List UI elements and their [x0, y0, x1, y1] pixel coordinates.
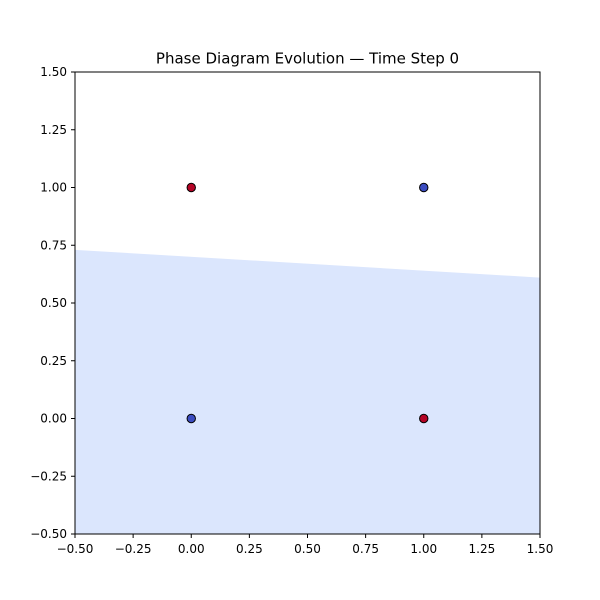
data-point-red — [419, 413, 429, 424]
y-axis: −0.50 −0.25 0.00 0.25 0.50 0.75 1.00 1.25 1.50 — [30, 65, 75, 541]
y-tick-label: −0.25 — [30, 469, 67, 483]
y-tick-label: 1.50 — [40, 65, 67, 79]
data-point-blue — [419, 182, 429, 193]
y-tick-label: 0.25 — [40, 354, 67, 368]
y-tick-label: −0.50 — [30, 527, 67, 541]
chart-title: Phase Diagram Evolution — Time Step 0 — [156, 50, 459, 68]
x-tick-label: 0.50 — [294, 542, 321, 556]
x-tick-label: 0.75 — [352, 542, 379, 556]
y-tick-label: 0.00 — [40, 412, 67, 426]
x-tick-label: 0.00 — [178, 542, 205, 556]
y-tick-label: 1.25 — [40, 123, 67, 137]
y-tick-label: 0.50 — [40, 296, 67, 310]
region-below — [75, 249, 540, 534]
x-tick-label: 1.50 — [527, 542, 554, 556]
data-point-red — [186, 182, 196, 193]
x-tick-label: −0.25 — [115, 542, 152, 556]
x-tick-label: 1.00 — [410, 542, 437, 556]
data-point-blue — [186, 413, 196, 424]
x-tick-label: 1.25 — [469, 542, 496, 556]
y-tick-label: 1.00 — [40, 181, 67, 195]
x-tick-label: −0.50 — [57, 542, 94, 556]
plot-area — [74, 71, 541, 535]
x-axis: −0.50 −0.25 0.00 0.25 0.50 0.75 1.00 1.25 1.50 — [57, 534, 554, 556]
x-tick-label: 0.25 — [236, 542, 263, 556]
y-tick-label: 0.75 — [40, 238, 67, 252]
